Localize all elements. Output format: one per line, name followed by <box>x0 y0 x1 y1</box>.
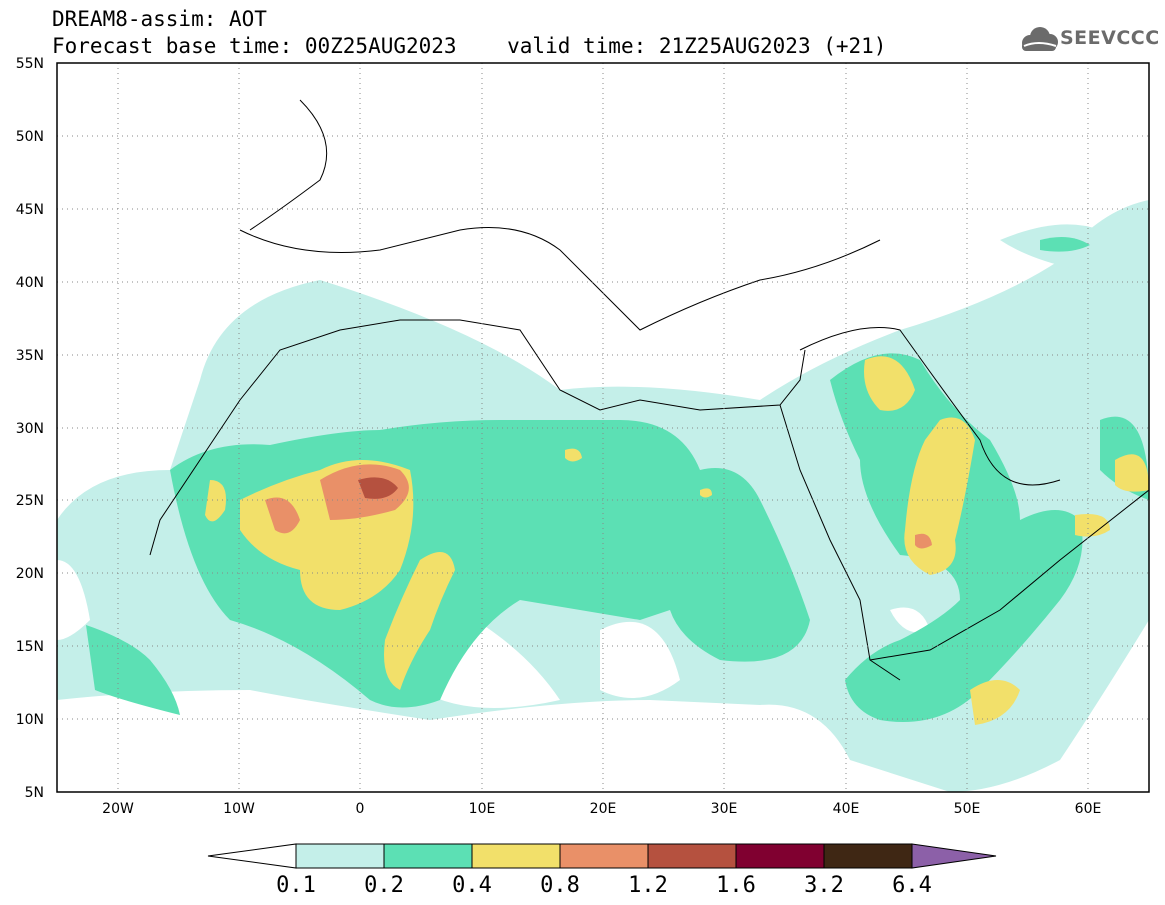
lon-label: 10E <box>469 801 496 817</box>
colorbar-swatch <box>735 843 825 869</box>
colorbar-over-triangle <box>911 843 997 869</box>
lon-label: 50E <box>954 801 981 817</box>
lat-label: 5N <box>25 785 44 801</box>
map-frame <box>56 62 1150 793</box>
lon-label: 10W <box>223 801 255 817</box>
lat-label: 50N <box>16 129 44 145</box>
logo-text: SEEVCCC <box>1060 27 1160 49</box>
lon-label: 40E <box>833 801 860 817</box>
colorbar-label: 3.2 <box>804 873 844 898</box>
colorbar-labels: 0.1 0.2 0.4 0.8 1.2 1.6 3.2 6.4 <box>276 873 932 898</box>
colorbar-swatch <box>823 843 913 869</box>
colorbar-label: 0.2 <box>364 873 404 898</box>
colorbar-swatch <box>383 843 473 869</box>
lat-label: 35N <box>16 348 44 364</box>
lat-label: 25N <box>16 493 44 509</box>
lat-label: 40N <box>16 275 44 291</box>
colorbar-label: 6.4 <box>892 873 932 898</box>
lat-label: 20N <box>16 566 44 582</box>
lat-label: 45N <box>16 202 44 218</box>
colorbar <box>207 843 997 869</box>
longitude-labels: 20W 10W 0 10E 20E 30E 40E 50E 60E <box>102 801 1101 817</box>
aot-level-0.4 <box>205 356 1149 725</box>
lat-label: 55N <box>16 56 44 72</box>
colorbar-label: 1.2 <box>628 873 668 898</box>
colorbar-label: 0.8 <box>540 873 580 898</box>
lat-label: 30N <box>16 421 44 437</box>
colorbar-label: 1.6 <box>716 873 756 898</box>
latitude-labels: 55N 50N 45N 40N 35N 30N 25N 20N 15N 10N … <box>16 56 44 801</box>
colorbar-swatch <box>559 843 649 869</box>
lon-label: 20E <box>590 801 617 817</box>
map-title: DREAM8-assim: AOT <box>52 7 267 31</box>
colorbar-label: 0.1 <box>276 873 316 898</box>
colorbar-under-triangle <box>207 843 297 869</box>
colorbar-swatch <box>647 843 737 869</box>
aot-level-1.2 <box>358 477 398 499</box>
colorbar-swatch <box>295 843 385 869</box>
colorbar-swatch <box>471 843 561 869</box>
lon-label: 20W <box>102 801 134 817</box>
colorbar-label: 0.4 <box>452 873 492 898</box>
lat-label: 15N <box>16 639 44 655</box>
lon-label: 60E <box>1075 801 1102 817</box>
aot-contours <box>57 200 1149 792</box>
grid-lines <box>57 63 1149 792</box>
coastlines <box>149 99 1149 681</box>
forecast-time-info: Forecast base time: 00Z25AUG2023 valid t… <box>52 34 887 58</box>
lon-label: 0 <box>356 801 365 817</box>
lat-label: 10N <box>16 712 44 728</box>
lon-label: 30E <box>711 801 738 817</box>
cloud-icon <box>1022 27 1058 51</box>
